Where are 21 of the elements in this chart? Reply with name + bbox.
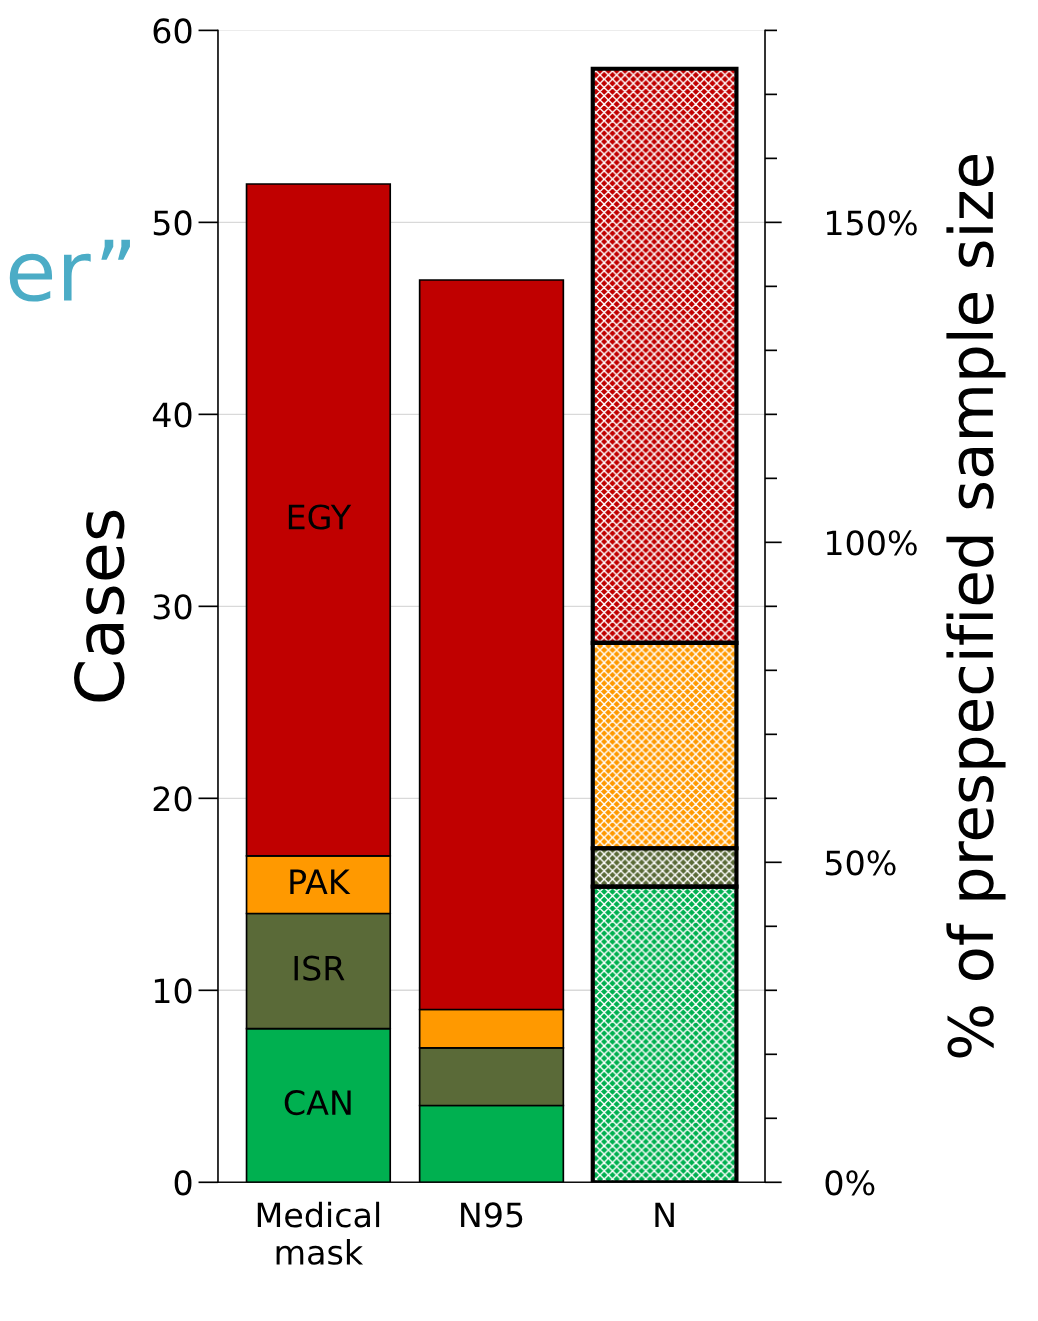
y2-tick-label: 0% xyxy=(825,1170,875,1196)
y2-tick-label: 100% xyxy=(827,530,917,556)
y2-axis-title: % of prespecified sample size xyxy=(946,155,1006,1058)
y-tick-label: 0 xyxy=(174,1170,192,1196)
x-tick-label: Medical mask xyxy=(257,1201,380,1265)
series-label: PAK xyxy=(290,869,351,894)
y2-tick-label: 50% xyxy=(825,850,896,876)
y-tick-label: 30 xyxy=(153,594,192,620)
series-label: EGY xyxy=(288,504,352,530)
legend-label: ISR xyxy=(294,955,345,981)
text: er” xyxy=(9,239,130,302)
y-tick-label: 50 xyxy=(153,210,192,236)
y-tick-label: 20 xyxy=(153,786,192,812)
y-tick-label: 10 xyxy=(154,978,192,1004)
y-tick-label: 40 xyxy=(152,402,192,428)
x-tick-label: N xyxy=(655,1202,674,1228)
y-axis-title: Cases xyxy=(74,510,125,702)
x-tick-label: N95 xyxy=(461,1202,523,1228)
y2-tick-label: 150% xyxy=(827,210,917,236)
series-label: CAN xyxy=(284,1089,351,1116)
y-tick-label: 60 xyxy=(153,18,192,44)
